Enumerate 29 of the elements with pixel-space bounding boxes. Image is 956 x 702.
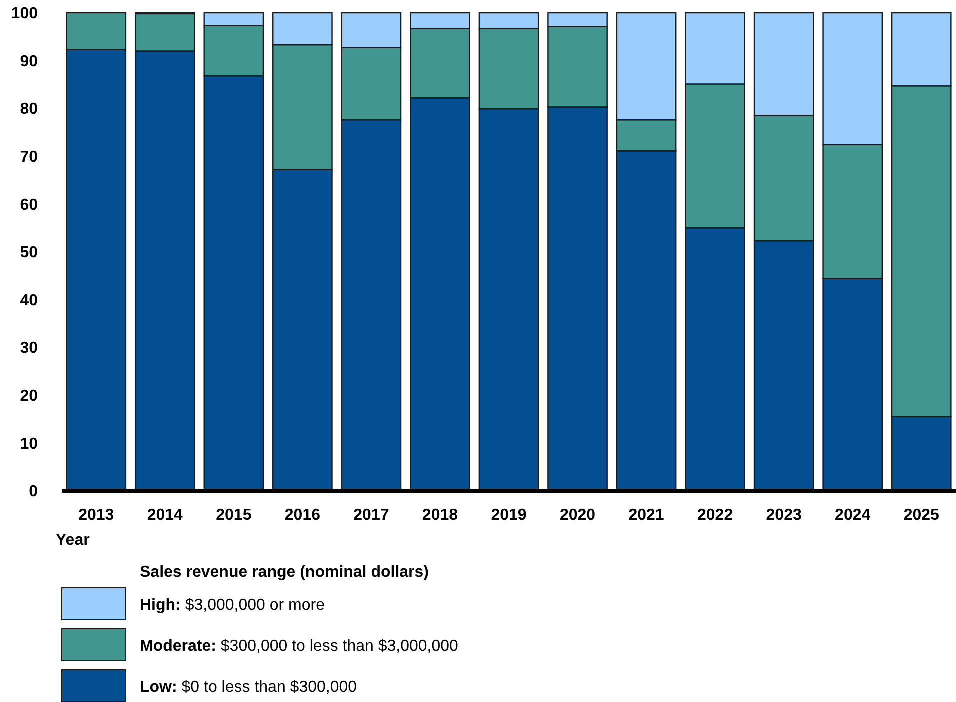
x-tick-label: 2022 xyxy=(698,507,734,524)
y-tick-label: 50 xyxy=(20,244,38,262)
y-tick-label: 90 xyxy=(20,53,38,70)
y-tick-label: 0 xyxy=(29,484,38,501)
legend-label: Low: $0 to less than $300,000 xyxy=(140,679,358,696)
x-tick-label: 2014 xyxy=(147,507,184,524)
y-tick-label: 100 xyxy=(11,6,38,23)
y-tick-label: 80 xyxy=(20,101,38,118)
legend-label: High: $3,000,000 or more xyxy=(140,597,326,614)
y-tick-label: 30 xyxy=(20,340,38,358)
x-tick-label: 2016 xyxy=(284,507,321,524)
y-tick-label: 10 xyxy=(20,436,38,453)
y-tick-label: 60 xyxy=(20,196,38,214)
x-tick-label: 2019 xyxy=(491,507,527,524)
x-tick-label: 2018 xyxy=(422,507,458,524)
x-tick-label: 2017 xyxy=(354,507,390,524)
x-tick-label: 2013 xyxy=(78,507,114,524)
y-tick-label: 40 xyxy=(20,292,38,310)
x-tick-label: 2015 xyxy=(216,507,252,524)
x-tick-label: 2021 xyxy=(628,507,664,524)
x-tick-label: 2024 xyxy=(835,507,871,524)
y-tick-label: 20 xyxy=(20,388,38,405)
x-tick-label: 2023 xyxy=(766,507,802,524)
x-axis-title: Year xyxy=(56,532,90,549)
legend-label: Moderate: $300,000 to less than $3,000,000 xyxy=(140,638,459,655)
y-tick-label: 70 xyxy=(20,149,38,166)
x-tick-label: 2025 xyxy=(904,507,940,524)
x-tick-label: 2020 xyxy=(560,507,596,524)
legend-title: Sales revenue range (nominal dollars) xyxy=(140,564,429,581)
